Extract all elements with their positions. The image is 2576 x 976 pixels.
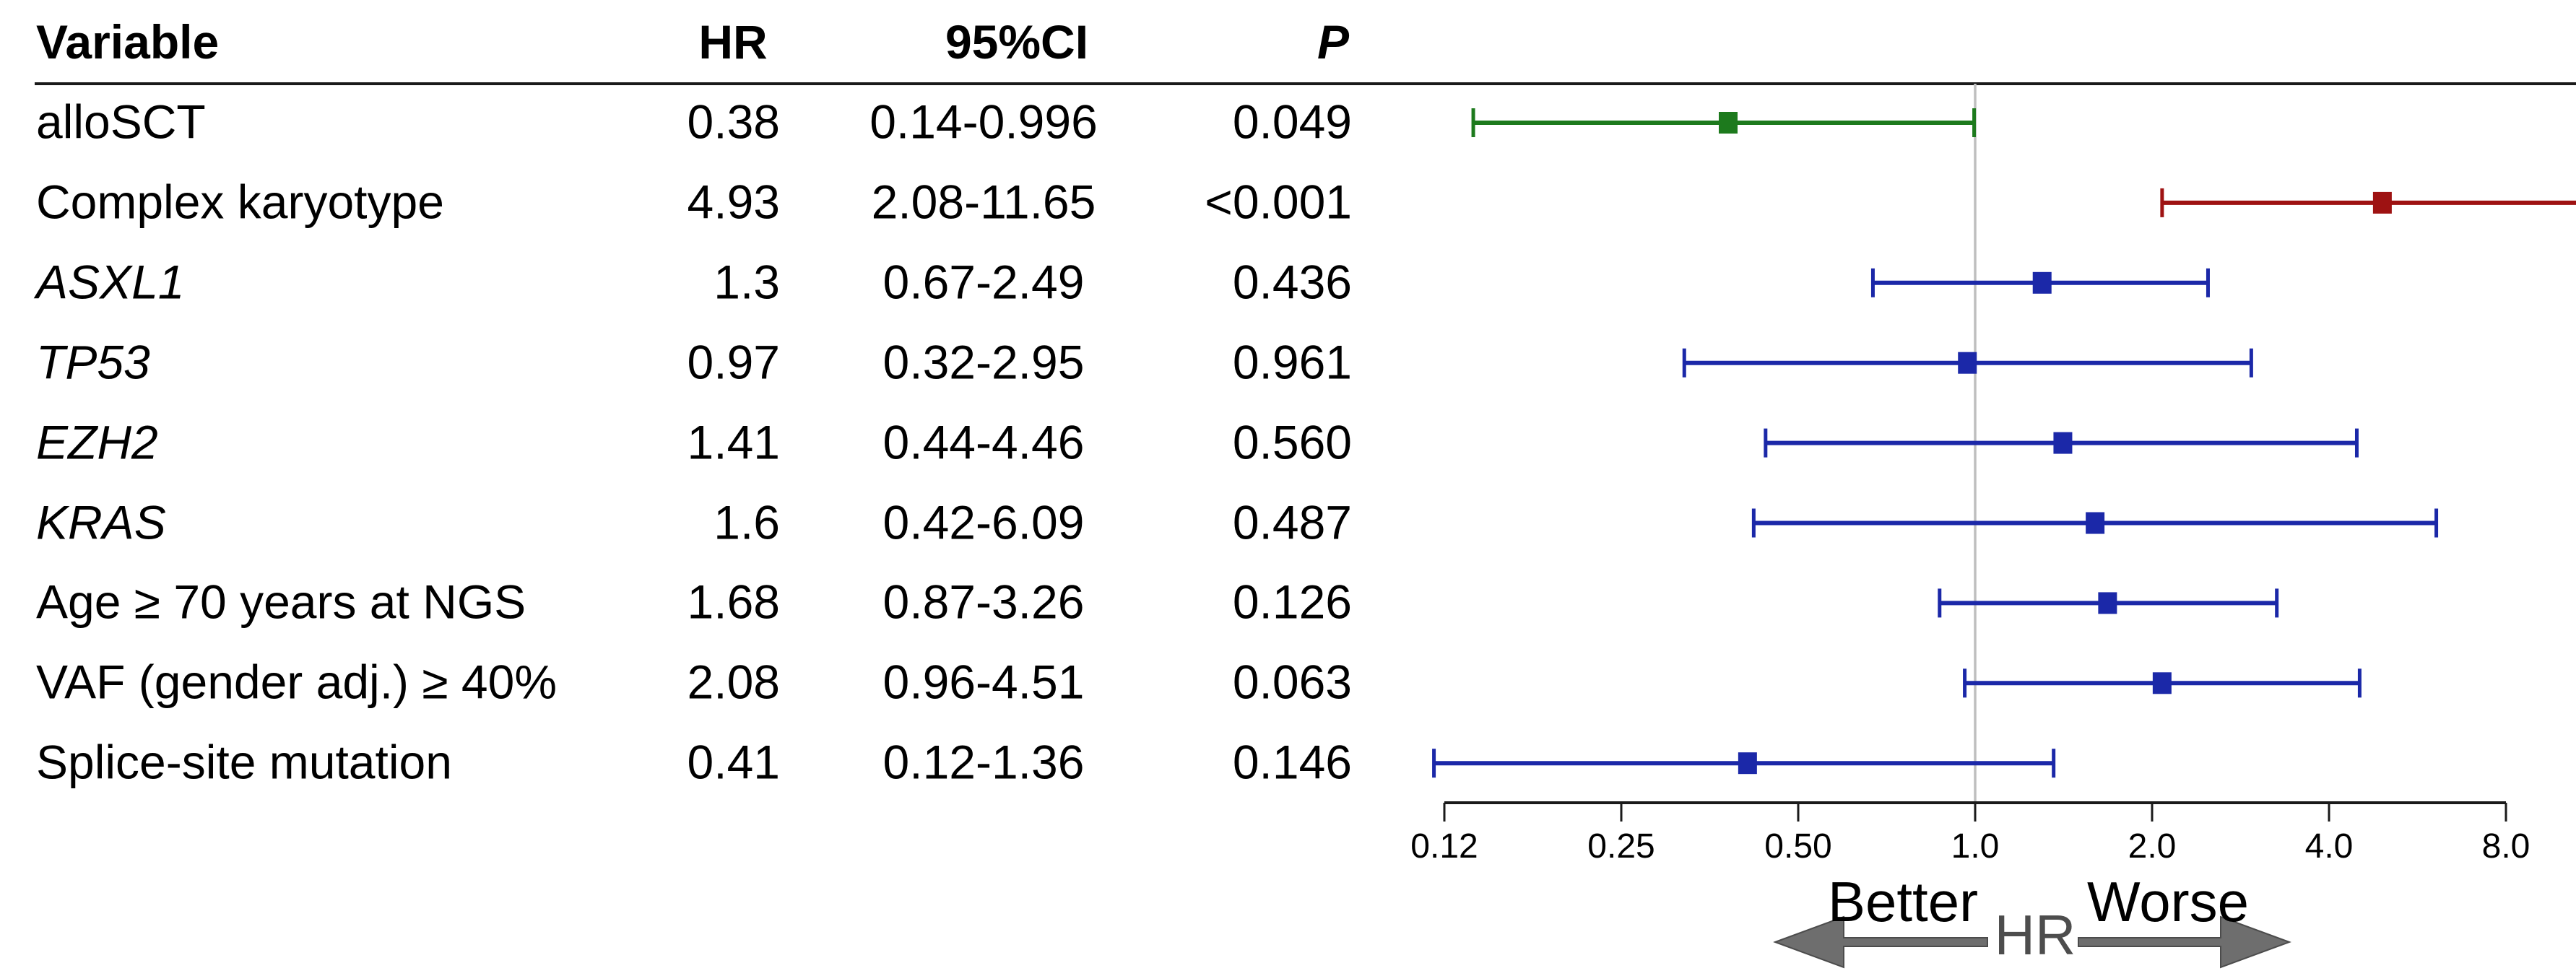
x-axis-tick-label: 4.0 — [2305, 827, 2354, 866]
row-ci-value: 0.14-0.996 — [869, 95, 1098, 149]
row-variable-label: TP53 — [36, 335, 150, 389]
row-ci-value: 0.96-4.51 — [882, 655, 1085, 709]
row-variable-label: EZH2 — [36, 415, 158, 469]
ci-row — [1963, 668, 2362, 698]
row-hr-value: 1.41 — [687, 415, 780, 469]
row-variable-label: Complex karyotype — [36, 175, 444, 229]
ci-row — [1870, 268, 2210, 297]
row-ci-value: 0.44-4.46 — [882, 415, 1085, 469]
worse-arrow — [2078, 915, 2291, 969]
better-arrow — [1773, 915, 1988, 969]
row-ci-value: 2.08-11.65 — [871, 175, 1096, 229]
row-hr-value: 0.38 — [687, 95, 780, 149]
row-p-value: 0.063 — [1232, 655, 1352, 709]
hr-point-marker — [2098, 592, 2117, 614]
row-hr-value: 1.68 — [687, 575, 780, 629]
hr-point-marker — [2372, 191, 2392, 214]
x-axis-tick-label: 0.50 — [1764, 827, 1831, 866]
row-variable-label: VAF (gender adj.) ≥ 40% — [36, 655, 558, 709]
row-hr-value: 1.3 — [714, 255, 780, 309]
ci-row — [1682, 348, 2253, 378]
header-divider-line — [35, 82, 2576, 85]
row-p-value: 0.560 — [1232, 415, 1352, 469]
row-p-value: 0.049 — [1232, 95, 1352, 149]
row-hr-value: 4.93 — [687, 175, 780, 229]
row-hr-value: 0.97 — [687, 335, 780, 389]
row-ci-value: 0.42-6.09 — [882, 494, 1085, 549]
col-header-variable: Variable — [36, 15, 220, 69]
row-p-value: <0.001 — [1205, 175, 1352, 229]
x-axis-tick-label: 2.0 — [2128, 827, 2177, 866]
ci-row — [1471, 108, 1977, 137]
axis-annotation-hr: HR — [1994, 903, 2076, 967]
row-ci-value: 0.12-1.36 — [882, 735, 1085, 789]
ci-row — [1938, 588, 2279, 618]
row-ci-value: 0.67-2.49 — [882, 255, 1085, 309]
row-hr-value: 1.6 — [714, 494, 780, 549]
row-hr-value: 2.08 — [687, 655, 780, 709]
row-p-value: 0.146 — [1232, 735, 1352, 789]
hr-point-marker — [1718, 112, 1738, 134]
row-p-value: 0.436 — [1232, 255, 1352, 309]
ci-row — [1432, 749, 2056, 778]
row-variable-label: alloSCT — [36, 95, 206, 149]
ci-row — [1751, 508, 2439, 538]
hr-point-marker — [1958, 352, 1977, 374]
axis-annotation-better: Better — [1827, 870, 1979, 933]
x-axis-tick-label: 0.25 — [1587, 827, 1655, 866]
col-header-hr: HR — [698, 15, 768, 69]
row-variable-label: Age ≥ 70 years at NGS — [36, 575, 526, 629]
x-axis-tick-label: 0.12 — [1410, 827, 1478, 866]
row-ci-value: 0.32-2.95 — [882, 335, 1085, 389]
hr-point-marker — [1738, 752, 1757, 775]
col-header-95ci: 95%CI — [945, 15, 1089, 69]
row-ci-value: 0.87-3.26 — [882, 575, 1085, 629]
row-hr-value: 0.41 — [687, 735, 780, 789]
hr-point-marker — [2086, 512, 2105, 534]
row-variable-label: KRAS — [36, 494, 166, 549]
hr-point-marker — [2053, 432, 2073, 454]
row-variable-label: Splice-site mutation — [36, 735, 452, 789]
hr-point-marker — [2032, 271, 2052, 294]
row-p-value: 0.487 — [1232, 494, 1352, 549]
x-axis-tick-label: 8.0 — [2482, 827, 2531, 866]
ci-row — [1764, 428, 2359, 458]
row-p-value: 0.961 — [1232, 335, 1352, 389]
hr-point-marker — [2152, 672, 2172, 694]
row-p-value: 0.126 — [1232, 575, 1352, 629]
col-header-p: P — [1317, 15, 1350, 69]
axis-annotation-worse: Worse — [2087, 870, 2249, 933]
x-axis-tick-label: 1.0 — [1951, 827, 2000, 866]
ci-row — [2160, 188, 2576, 217]
row-variable-label: ASXL1 — [36, 255, 185, 309]
